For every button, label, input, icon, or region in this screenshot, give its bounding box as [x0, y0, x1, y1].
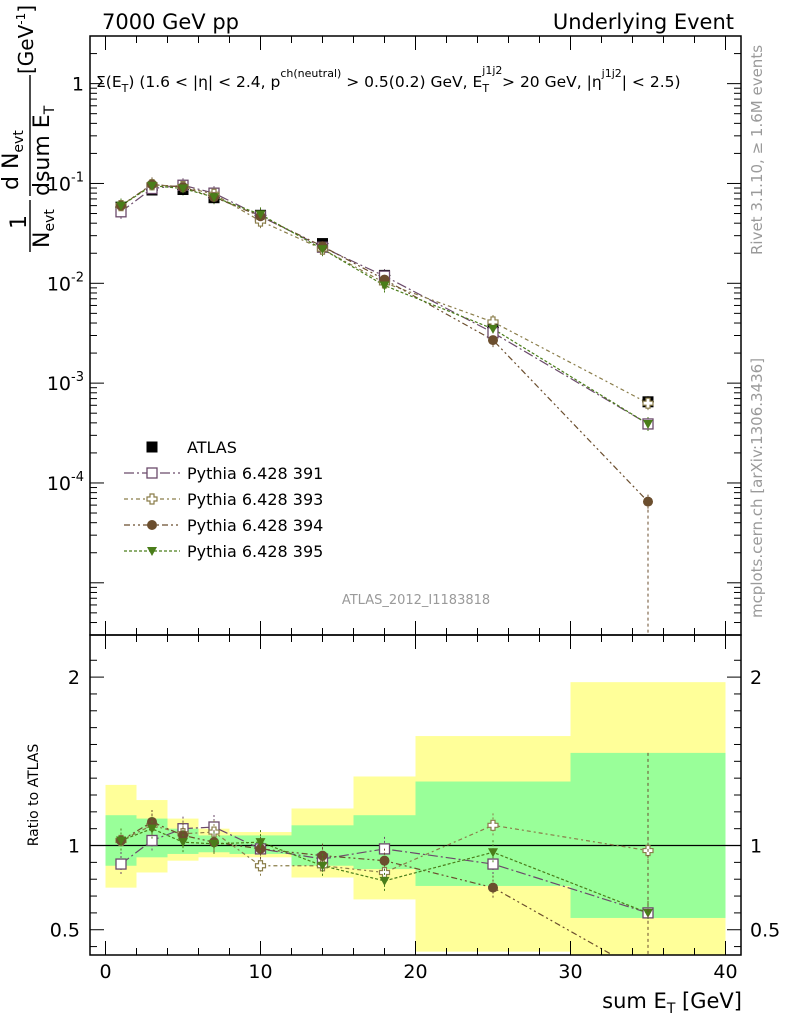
legend: ATLAS Pythia 6.428 391 Pythia 6.428 393 Pyt…	[124, 438, 323, 561]
data-point	[488, 882, 498, 893]
data-point	[255, 843, 266, 854]
x-axis-title: sum ET [GeV]	[602, 989, 742, 1017]
data-point	[147, 824, 157, 834]
legend-label: Pythia 6.428 395	[187, 542, 323, 561]
y-tick-label: 10-4	[47, 470, 84, 495]
data-point	[487, 858, 499, 870]
ratio-series-line	[120, 826, 649, 914]
legend-label: Pythia 6.428 391	[187, 464, 323, 483]
ratio-y-tick-label-right: 2	[750, 667, 762, 689]
ratio-y-tick-label: 0.5	[50, 920, 80, 942]
data-point	[488, 848, 498, 858]
y-title-dsum: dsum ET	[30, 105, 58, 196]
analysis-id: ATLAS_2012_I1183818	[342, 593, 490, 608]
data-point-atlas	[146, 441, 158, 453]
data-point	[379, 855, 390, 866]
y-tick-label: 10-1	[47, 170, 84, 195]
data-point	[146, 493, 158, 505]
y-title-dn: d Nevt	[0, 130, 27, 190]
x-tick-label: 0	[99, 961, 111, 983]
energy-label: 7000 GeV pp	[102, 10, 239, 34]
data-point	[317, 245, 328, 255]
data-point	[317, 861, 328, 871]
y-tick-label: 10-2	[47, 270, 84, 295]
data-point	[178, 184, 188, 194]
data-point	[255, 210, 266, 220]
series-line	[120, 184, 649, 425]
ratio-y-tick-label-right: 1	[750, 836, 762, 858]
series-line	[120, 184, 649, 404]
data-point	[488, 324, 498, 334]
plot-title: Σ(ET) (1.6 < |η| < 2.4, pch(neutral) > 0…	[96, 64, 681, 95]
data-point	[147, 520, 157, 530]
y-title-one: 1	[7, 215, 32, 229]
rivet-info: Rivet 3.1.10, ≥ 1.6M events	[748, 45, 766, 255]
data-point	[379, 281, 390, 291]
data-point	[487, 819, 499, 831]
y-title-nevt: Nevt	[30, 209, 58, 248]
uncertainty-band-green	[570, 752, 726, 918]
data-point	[147, 547, 157, 556]
ratio-y-tick-label-right: 0.5	[750, 920, 780, 942]
legend-label: ATLAS	[187, 438, 237, 457]
series-line	[120, 183, 649, 503]
y-tick-label: 1	[72, 74, 84, 96]
x-tick-label: 40	[713, 961, 737, 983]
data-point	[488, 335, 498, 346]
data-point	[642, 397, 654, 409]
x-tick-label: 30	[558, 961, 582, 983]
mcplots-info: mcplots.cern.ch [arXiv:1306.3436]	[748, 358, 766, 618]
y-title-unit: [GeV-1]	[14, 5, 38, 74]
data-point	[379, 876, 390, 886]
y-tick-label: 10-3	[47, 370, 84, 395]
x-title-text: sum ET [GeV]	[602, 989, 742, 1017]
event-type-label: Underlying Event	[553, 10, 734, 34]
x-tick-label: 10	[248, 961, 272, 983]
data-point	[209, 193, 219, 203]
legend-label: Pythia 6.428 394	[187, 516, 323, 535]
data-point	[116, 201, 126, 211]
data-point	[643, 496, 653, 507]
series-line	[120, 185, 649, 425]
ratio-y-label: Ratio to ATLAS	[26, 744, 42, 847]
data-point	[255, 838, 266, 848]
data-point	[254, 860, 267, 872]
data-point	[643, 419, 653, 429]
data-point	[643, 908, 653, 918]
legend-label: Pythia 6.428 393	[187, 490, 323, 509]
data-point	[209, 839, 219, 849]
data-point	[147, 181, 157, 191]
data-point	[116, 836, 126, 846]
data-point	[178, 838, 188, 848]
ratio-y-tick-label: 2	[68, 667, 80, 689]
ratio-y-tick-label: 1	[68, 836, 80, 858]
x-tick-label: 20	[403, 961, 427, 983]
data-point	[146, 467, 158, 479]
data-point	[115, 858, 127, 870]
data-point	[146, 834, 158, 847]
